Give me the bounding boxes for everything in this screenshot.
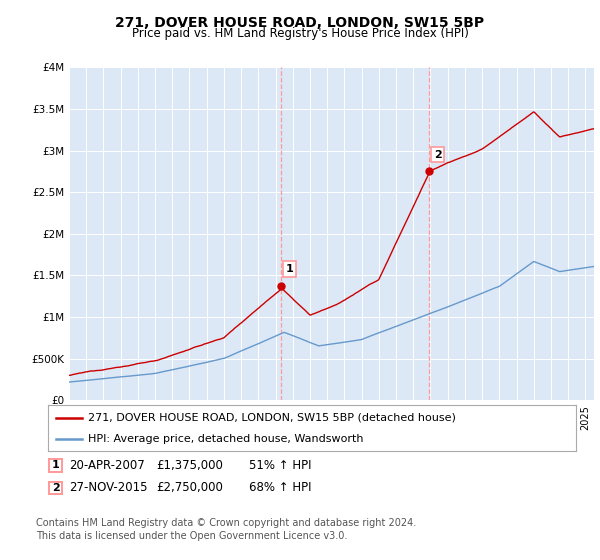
Text: 2: 2 (434, 150, 442, 160)
Text: 271, DOVER HOUSE ROAD, LONDON, SW15 5BP (detached house): 271, DOVER HOUSE ROAD, LONDON, SW15 5BP … (88, 413, 455, 423)
Text: 68% ↑ HPI: 68% ↑ HPI (249, 481, 311, 494)
Text: Contains HM Land Registry data © Crown copyright and database right 2024.
This d: Contains HM Land Registry data © Crown c… (36, 518, 416, 541)
Text: 271, DOVER HOUSE ROAD, LONDON, SW15 5BP: 271, DOVER HOUSE ROAD, LONDON, SW15 5BP (115, 16, 485, 30)
Text: HPI: Average price, detached house, Wandsworth: HPI: Average price, detached house, Wand… (88, 435, 363, 444)
Text: 51% ↑ HPI: 51% ↑ HPI (249, 459, 311, 472)
Text: 2: 2 (52, 483, 59, 493)
Text: £2,750,000: £2,750,000 (156, 481, 223, 494)
Text: 1: 1 (52, 460, 59, 470)
Text: 1: 1 (286, 264, 293, 274)
Text: Price paid vs. HM Land Registry's House Price Index (HPI): Price paid vs. HM Land Registry's House … (131, 27, 469, 40)
Text: 20-APR-2007: 20-APR-2007 (69, 459, 145, 472)
Text: £1,375,000: £1,375,000 (156, 459, 223, 472)
Text: 27-NOV-2015: 27-NOV-2015 (69, 481, 148, 494)
